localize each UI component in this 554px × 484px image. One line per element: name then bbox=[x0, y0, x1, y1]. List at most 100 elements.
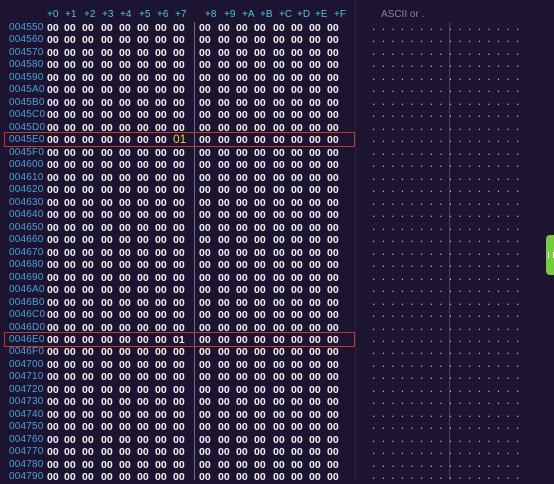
hex-byte[interactable]: 00 bbox=[64, 121, 76, 134]
hex-row[interactable]: 0046A0 00 00 00 00 00 00 00 00 00 00 00 00 00 00 00 00..… bbox=[0, 284, 554, 297]
hex-byte[interactable]: 00 bbox=[327, 383, 339, 396]
hex-byte[interactable]: 00 bbox=[273, 22, 285, 34]
hex-row[interactable]: 004630 00 00 00 00 00 00 00 00 00 00 00 00 00 00 00 00..… bbox=[0, 197, 554, 210]
hex-byte[interactable]: 00 bbox=[82, 196, 94, 209]
hex-byte[interactable]: 00 bbox=[101, 433, 113, 446]
hex-byte[interactable]: 00 bbox=[327, 246, 339, 259]
hex-byte[interactable]: 00 bbox=[218, 34, 230, 47]
hex-byte[interactable]: 00 bbox=[101, 34, 113, 47]
hex-byte[interactable]: 00 bbox=[218, 383, 230, 396]
hex-byte[interactable]: 00 bbox=[218, 334, 230, 346]
hex-byte[interactable]: 00 bbox=[254, 209, 266, 222]
hex-byte[interactable]: 00 bbox=[236, 284, 248, 297]
hex-byte[interactable]: 00 bbox=[236, 371, 248, 384]
hex-byte[interactable]: 00 bbox=[309, 396, 321, 409]
hex-byte[interactable]: 00 bbox=[236, 334, 248, 346]
hex-row[interactable]: 0046C0 00 00 00 00 00 00 00 00 00 00 00 00 00 00 00 00..… bbox=[0, 309, 554, 322]
hex-byte[interactable]: 00 bbox=[254, 109, 266, 122]
hex-byte[interactable]: 00 bbox=[218, 471, 230, 484]
hex-byte[interactable]: 00 bbox=[64, 221, 76, 234]
hex-byte[interactable]: 00 bbox=[199, 46, 211, 59]
hex-byte[interactable]: 00 bbox=[236, 421, 248, 434]
hex-byte[interactable]: 00 bbox=[173, 346, 185, 359]
hex-byte[interactable]: 00 bbox=[173, 159, 185, 172]
hex-byte[interactable]: 00 bbox=[291, 284, 303, 297]
hex-byte[interactable]: 00 bbox=[309, 71, 321, 84]
hex-byte[interactable]: 00 bbox=[64, 309, 76, 322]
hex-byte[interactable]: 00 bbox=[236, 321, 248, 334]
hex-byte[interactable]: 00 bbox=[155, 421, 167, 434]
hex-byte[interactable]: 00 bbox=[119, 433, 131, 446]
hex-byte[interactable]: 00 bbox=[218, 59, 230, 72]
hex-byte[interactable]: 00 bbox=[218, 346, 230, 359]
hex-byte[interactable]: 00 bbox=[291, 321, 303, 334]
hex-byte[interactable]: 00 bbox=[47, 259, 59, 272]
hex-byte[interactable]: 00 bbox=[199, 383, 211, 396]
hex-byte[interactable]: 00 bbox=[236, 446, 248, 459]
hex-byte[interactable]: 00 bbox=[254, 34, 266, 47]
hex-byte[interactable]: 00 bbox=[273, 134, 285, 147]
hex-row[interactable]: 004640 00 00 00 00 00 00 00 00 00 00 00 00 00 00 00 00..… bbox=[0, 209, 554, 222]
hex-byte[interactable]: 00 bbox=[273, 396, 285, 409]
hex-byte[interactable]: 00 bbox=[309, 196, 321, 209]
hex-byte[interactable]: 00 bbox=[47, 408, 59, 421]
hex-byte[interactable]: 00 bbox=[155, 184, 167, 197]
hex-byte[interactable]: 00 bbox=[155, 321, 167, 334]
hex-byte[interactable]: 00 bbox=[327, 146, 339, 159]
hex-byte[interactable]: 00 bbox=[199, 321, 211, 334]
hex-byte[interactable]: 00 bbox=[64, 458, 76, 471]
hex-byte[interactable]: 00 bbox=[309, 221, 321, 234]
hex-byte[interactable]: 00 bbox=[273, 209, 285, 222]
hex-byte[interactable]: 00 bbox=[155, 134, 167, 147]
hex-byte[interactable]: 00 bbox=[47, 109, 59, 122]
hex-byte[interactable]: 00 bbox=[155, 196, 167, 209]
hex-byte[interactable]: 00 bbox=[101, 246, 113, 259]
hex-byte[interactable]: 00 bbox=[236, 22, 248, 34]
hex-byte[interactable]: 00 bbox=[236, 109, 248, 122]
hex-byte[interactable]: 00 bbox=[119, 396, 131, 409]
hex-byte[interactable]: 00 bbox=[173, 234, 185, 247]
hex-byte[interactable]: 00 bbox=[155, 71, 167, 84]
hex-byte[interactable]: 00 bbox=[155, 358, 167, 371]
hex-byte[interactable]: 00 bbox=[64, 396, 76, 409]
hex-byte[interactable]: 00 bbox=[119, 109, 131, 122]
hex-byte[interactable]: 00 bbox=[273, 46, 285, 59]
hex-byte[interactable]: 00 bbox=[199, 446, 211, 459]
hex-byte[interactable]: 00 bbox=[82, 109, 94, 122]
hex-byte[interactable]: 00 bbox=[327, 259, 339, 272]
hex-byte[interactable]: 00 bbox=[254, 221, 266, 234]
hex-byte[interactable]: 00 bbox=[64, 383, 76, 396]
hex-byte[interactable]: 00 bbox=[327, 446, 339, 459]
hex-byte[interactable]: 00 bbox=[82, 184, 94, 197]
hex-byte[interactable]: 00 bbox=[236, 221, 248, 234]
hex-byte[interactable]: 00 bbox=[82, 159, 94, 172]
hex-byte[interactable]: 00 bbox=[218, 71, 230, 84]
hex-byte[interactable]: 00 bbox=[199, 171, 211, 184]
hex-byte[interactable]: 00 bbox=[327, 221, 339, 234]
hex-byte[interactable]: 00 bbox=[47, 471, 59, 484]
hex-byte[interactable]: 00 bbox=[309, 109, 321, 122]
hex-byte[interactable]: 00 bbox=[309, 271, 321, 284]
hex-byte[interactable]: 00 bbox=[137, 171, 149, 184]
hex-byte[interactable]: 00 bbox=[82, 34, 94, 47]
hex-byte[interactable]: 00 bbox=[327, 396, 339, 409]
hex-byte[interactable]: 00 bbox=[254, 184, 266, 197]
hex-byte[interactable]: 00 bbox=[218, 196, 230, 209]
hex-byte[interactable]: 00 bbox=[309, 334, 321, 346]
hex-byte[interactable]: 00 bbox=[137, 121, 149, 134]
hex-row[interactable]: 004670 00 00 00 00 00 00 00 00 00 00 00 00 00 00 00 00..… bbox=[0, 247, 554, 260]
hex-byte[interactable]: 00 bbox=[64, 84, 76, 97]
hex-byte[interactable]: 00 bbox=[254, 46, 266, 59]
hex-byte[interactable]: 00 bbox=[218, 121, 230, 134]
hex-byte[interactable]: 00 bbox=[137, 259, 149, 272]
hex-byte[interactable]: 00 bbox=[47, 171, 59, 184]
hex-byte[interactable]: 00 bbox=[47, 284, 59, 297]
hex-byte[interactable]: 00 bbox=[119, 159, 131, 172]
hex-byte[interactable]: 00 bbox=[47, 433, 59, 446]
hex-byte[interactable]: 00 bbox=[82, 383, 94, 396]
hex-byte[interactable]: 00 bbox=[82, 309, 94, 322]
hex-byte[interactable]: 00 bbox=[137, 296, 149, 309]
hex-byte[interactable]: 00 bbox=[327, 408, 339, 421]
hex-byte[interactable]: 00 bbox=[155, 34, 167, 47]
hex-byte[interactable]: 00 bbox=[327, 22, 339, 34]
